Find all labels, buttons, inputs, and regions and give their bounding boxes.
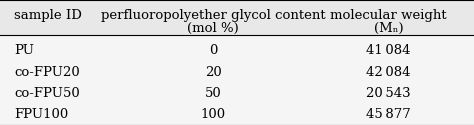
Text: 45 877: 45 877 <box>366 108 411 122</box>
Text: 42 084: 42 084 <box>366 66 411 79</box>
Text: sample ID: sample ID <box>14 8 82 22</box>
Text: co-FPU20: co-FPU20 <box>14 66 80 79</box>
Text: 100: 100 <box>201 108 226 122</box>
Text: 20: 20 <box>205 66 222 79</box>
Text: co-FPU50: co-FPU50 <box>14 87 80 100</box>
Text: FPU100: FPU100 <box>14 108 68 122</box>
Text: 41 084: 41 084 <box>366 44 411 57</box>
Text: molecular weight: molecular weight <box>330 8 447 22</box>
Text: 50: 50 <box>205 87 222 100</box>
Text: 0: 0 <box>209 44 218 57</box>
FancyBboxPatch shape <box>0 0 474 35</box>
Text: 20 543: 20 543 <box>366 87 411 100</box>
Text: PU: PU <box>14 44 34 57</box>
Text: (mol %): (mol %) <box>187 22 239 35</box>
Text: perfluoropolyether glycol content: perfluoropolyether glycol content <box>101 8 326 22</box>
Text: (Mₙ): (Mₙ) <box>374 22 403 35</box>
